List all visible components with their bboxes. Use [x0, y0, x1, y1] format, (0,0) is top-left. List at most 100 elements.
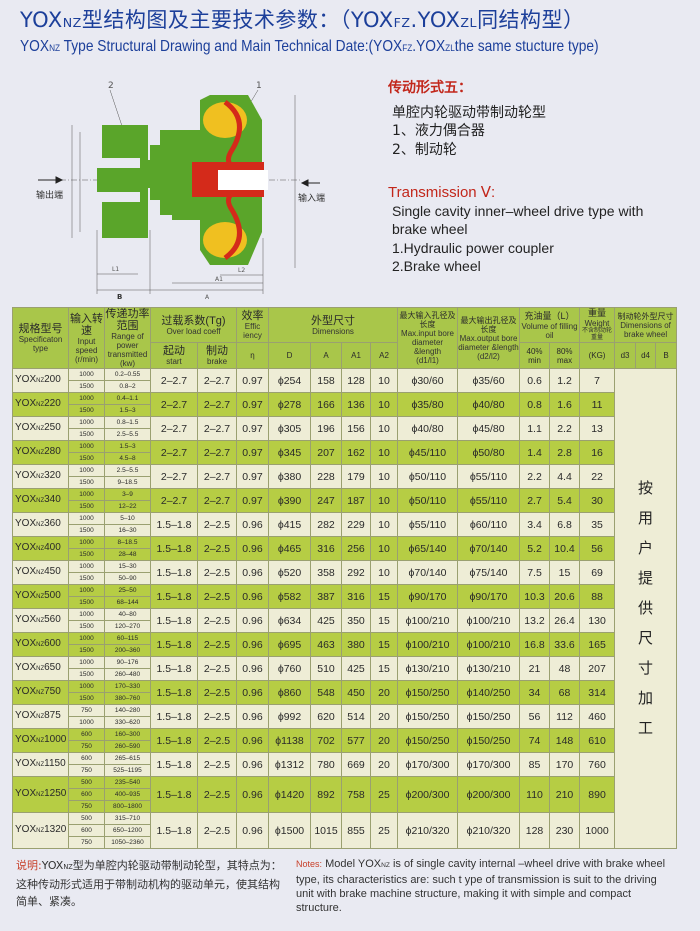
cell-power: 170–330 380–760 — [104, 680, 151, 705]
cell-eff: 0.97 — [236, 440, 270, 465]
cell-model: YOXNZ280 — [12, 440, 69, 465]
cell-brake: 2–2.7 — [196, 488, 238, 513]
cell-A1: 855 — [341, 812, 372, 849]
cell-D: ϕ345 — [268, 440, 312, 465]
cell-A2: 10 — [370, 464, 399, 489]
cell-A2: 10 — [370, 416, 399, 441]
cell-speeds: 1000 1500 — [68, 584, 105, 609]
header-brake: 制动 brake — [196, 342, 238, 369]
cell-d2: ϕ170/300 — [457, 752, 521, 777]
cell-brake: 2–2.7 — [196, 464, 238, 489]
cell-brake: 2–2.5 — [196, 632, 238, 657]
cell-model: YOXNZ1000 — [12, 728, 69, 753]
cell-D: ϕ1312 — [268, 752, 312, 777]
cell-eff: 0.96 — [236, 752, 270, 777]
cell-power: 40–80 120–270 — [104, 608, 151, 633]
cell-eff: 0.96 — [236, 704, 270, 729]
cell-d2: ϕ100/210 — [457, 608, 521, 633]
table-row: YOXNZ1150 600 750 265–615 525–1195 1.5–1.8 2–2… — [12, 752, 677, 777]
cell-start: 2–2.7 — [150, 392, 198, 417]
cell-A2: 15 — [370, 656, 399, 681]
header-efficiency: 效率 Effic iency — [236, 307, 270, 343]
cell-weight: 165 — [579, 632, 616, 657]
cell-start: 1.5–1.8 — [150, 704, 198, 729]
cell-start: 2–2.7 — [150, 464, 198, 489]
cell-oil-max: 230 — [549, 812, 581, 849]
input-end-label: 输入端 — [298, 192, 325, 204]
cell-speeds: 1000 1500 — [68, 680, 105, 705]
cell-brake: 2–2.5 — [196, 680, 238, 705]
cell-brake: 2–2.5 — [196, 536, 238, 561]
cell-model: YOXNZ450 — [12, 560, 69, 585]
cell-start: 1.5–1.8 — [150, 560, 198, 585]
dim-a-label: A — [205, 294, 210, 300]
part-1-label: 1 — [256, 81, 262, 91]
cell-eff: 0.96 — [236, 536, 270, 561]
transmission-desc-en: Single cavity inner–wheel drive type wit… — [392, 203, 644, 219]
cell-power: 60–115 200–360 — [104, 632, 151, 657]
cell-speeds: 1000 1500 — [68, 608, 105, 633]
cell-start: 1.5–1.8 — [150, 632, 198, 657]
cell-A1: 162 — [341, 440, 372, 465]
header-eta: η — [236, 342, 270, 369]
cell-eff: 0.97 — [236, 368, 270, 393]
cell-d2: ϕ35/60 — [457, 368, 521, 393]
transmission-item2-cn: 2、制动轮 — [392, 142, 457, 158]
cell-weight: 35 — [579, 512, 616, 537]
cell-A1: 758 — [341, 776, 372, 813]
cell-oil-max: 33.6 — [549, 632, 581, 657]
cell-oil-min: 2.7 — [519, 488, 551, 513]
cell-model: YOXNZ320 — [12, 464, 69, 489]
cell-brake: 2–2.5 — [196, 512, 238, 537]
cell-brake: 2–2.7 — [196, 368, 238, 393]
cell-oil-min: 34 — [519, 680, 551, 705]
header-spec: 规格型号 Specificaton type — [12, 307, 69, 369]
cell-speeds: 1000 1500 — [68, 536, 105, 561]
cell-brake: 2–2.5 — [196, 560, 238, 585]
cell-power: 0.8–1.5 2.5–5.5 — [104, 416, 151, 441]
cell-brake: 2–2.5 — [196, 728, 238, 753]
cell-oil-min: 10.3 — [519, 584, 551, 609]
cell-model: YOXNZ200 — [12, 368, 69, 393]
cell-A: 166 — [310, 392, 343, 417]
cell-model: YOXNZ500 — [12, 584, 69, 609]
cell-A2: 10 — [370, 488, 399, 513]
cell-weight: 610 — [579, 728, 616, 753]
dim-a1-label: A1 — [215, 276, 223, 283]
cell-weight: 16 — [579, 440, 616, 465]
cell-power: 8–18.5 28–48 — [104, 536, 151, 561]
cell-oil-min: 56 — [519, 704, 551, 729]
cell-speeds: 1000 1500 — [68, 488, 105, 513]
cell-oil-min: 85 — [519, 752, 551, 777]
cell-power: 90–176 260–480 — [104, 656, 151, 681]
cell-A2: 20 — [370, 752, 399, 777]
cell-start: 1.5–1.8 — [150, 728, 198, 753]
cell-weight: 88 — [579, 584, 616, 609]
cell-D: ϕ305 — [268, 416, 312, 441]
cell-start: 2–2.7 — [150, 488, 198, 513]
header-power: 传递功率范围 Range of power transmitted (kw) — [104, 307, 151, 369]
header-B: B — [655, 342, 678, 369]
cell-start: 1.5–1.8 — [150, 536, 198, 561]
page-title-en: YOXNZ Type Structural Drawing and Main T… — [20, 38, 599, 55]
cell-oil-min: 0.8 — [519, 392, 551, 417]
cell-model: YOXNZ600 — [12, 632, 69, 657]
cell-A1: 425 — [341, 656, 372, 681]
cell-d1: ϕ40/80 — [397, 416, 459, 441]
cell-power: 0.2–0.55 0.8–2 — [104, 368, 151, 393]
cell-eff: 0.96 — [236, 560, 270, 585]
cell-D: ϕ1138 — [268, 728, 312, 753]
page-title-cn: YOXNZ型结构图及主要技术参数：（YOXFZ.YOXZL同结构型） — [20, 8, 585, 32]
cell-eff: 0.96 — [236, 680, 270, 705]
cell-model: YOXNZ560 — [12, 608, 69, 633]
cell-d1: ϕ150/250 — [397, 728, 459, 753]
cell-d1: ϕ30/60 — [397, 368, 459, 393]
cell-oil-max: 2.2 — [549, 416, 581, 441]
cell-oil-max: 1.2 — [549, 368, 581, 393]
cell-oil-max: 26.4 — [549, 608, 581, 633]
cell-speeds: 1000 1500 — [68, 392, 105, 417]
cell-speeds: 1000 1500 — [68, 632, 105, 657]
cell-weight: 890 — [579, 776, 616, 813]
structural-drawing: 输出端 输入端 2 1 B A A1 L1 L2 — [36, 81, 325, 300]
cell-A1: 128 — [341, 368, 372, 393]
